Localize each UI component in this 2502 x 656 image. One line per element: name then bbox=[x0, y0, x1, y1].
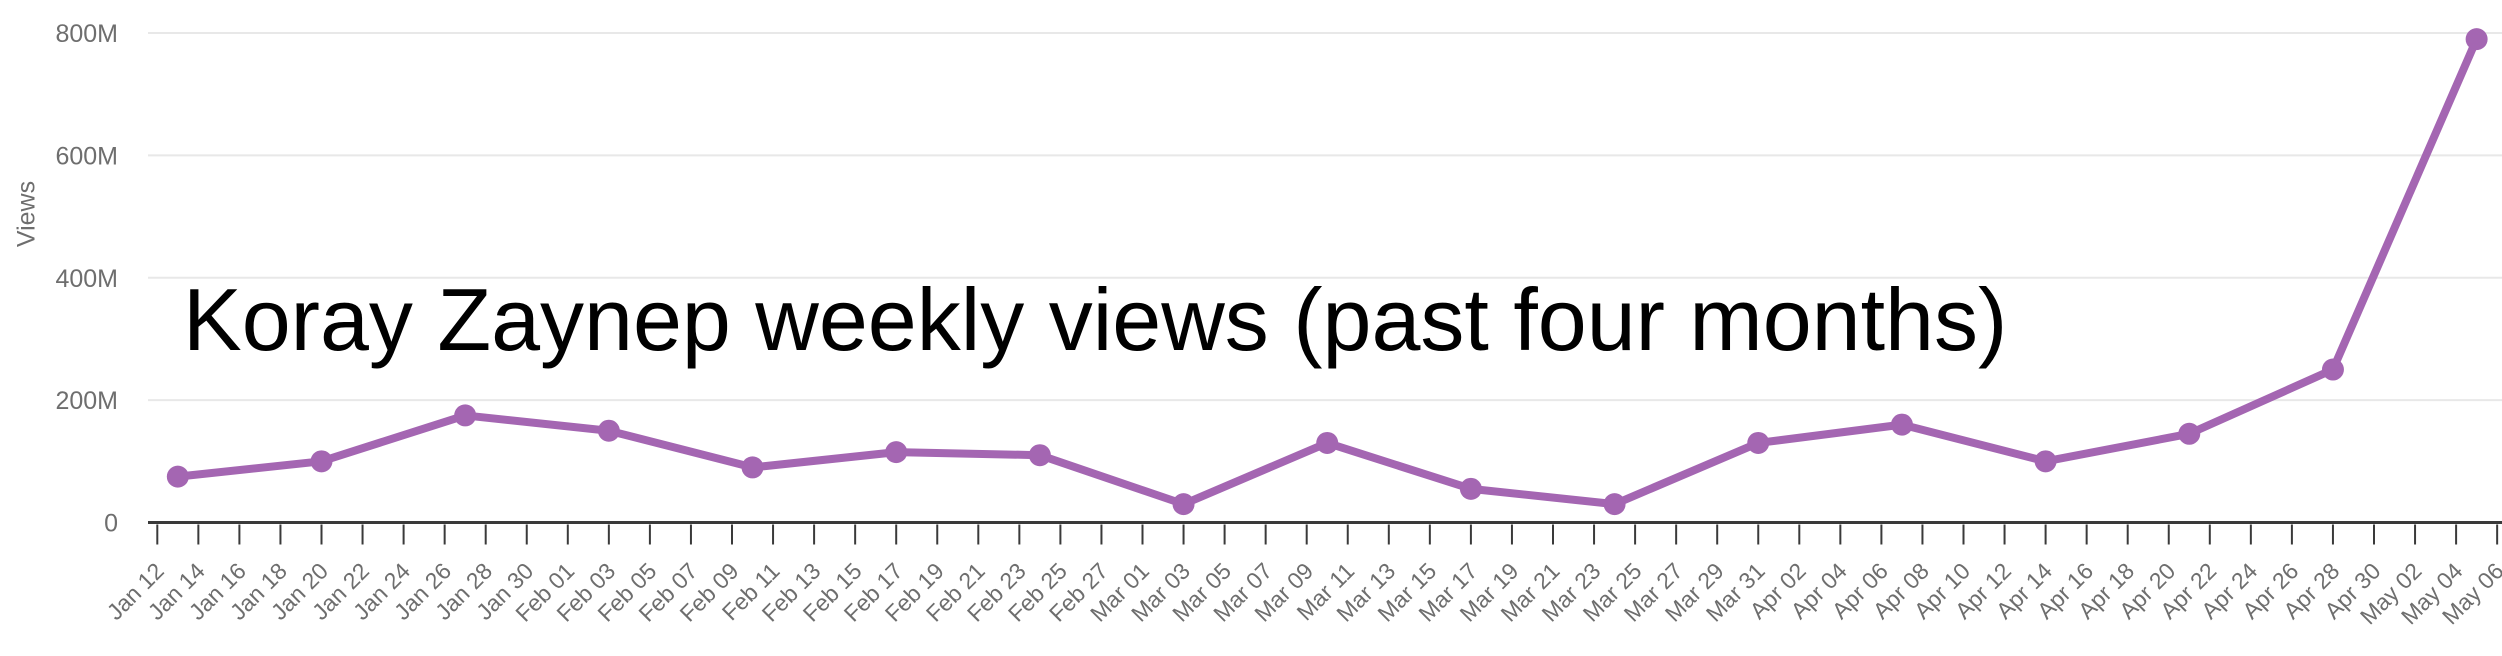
data-point-marker bbox=[741, 456, 764, 479]
data-point-marker bbox=[885, 441, 908, 464]
data-point-marker bbox=[1459, 477, 1482, 500]
data-point-marker bbox=[2465, 28, 2488, 51]
y-tick-label: 600M bbox=[55, 142, 118, 170]
data-point-marker bbox=[1890, 413, 1913, 436]
y-axis-label: Views bbox=[12, 180, 41, 248]
data-point-marker bbox=[597, 419, 620, 442]
data-point-marker bbox=[2321, 358, 2344, 381]
y-tick-label: 400M bbox=[55, 265, 118, 293]
y-tick-label: 200M bbox=[55, 387, 118, 415]
y-tick-label: 0 bbox=[104, 510, 118, 538]
data-point-marker bbox=[2178, 422, 2201, 445]
data-point-marker bbox=[1172, 493, 1195, 516]
data-point-marker bbox=[1316, 431, 1339, 454]
data-point-marker bbox=[1747, 431, 1770, 454]
data-point-marker bbox=[2034, 450, 2057, 473]
data-point-marker bbox=[454, 404, 477, 427]
data-point-marker bbox=[166, 465, 189, 488]
data-point-marker bbox=[1028, 444, 1051, 467]
chart-title: Koray Zaynep weekly views (past four mon… bbox=[183, 270, 2008, 369]
data-point-marker bbox=[310, 450, 333, 473]
data-point-marker bbox=[1603, 493, 1626, 516]
y-tick-label: 800M bbox=[55, 20, 118, 48]
